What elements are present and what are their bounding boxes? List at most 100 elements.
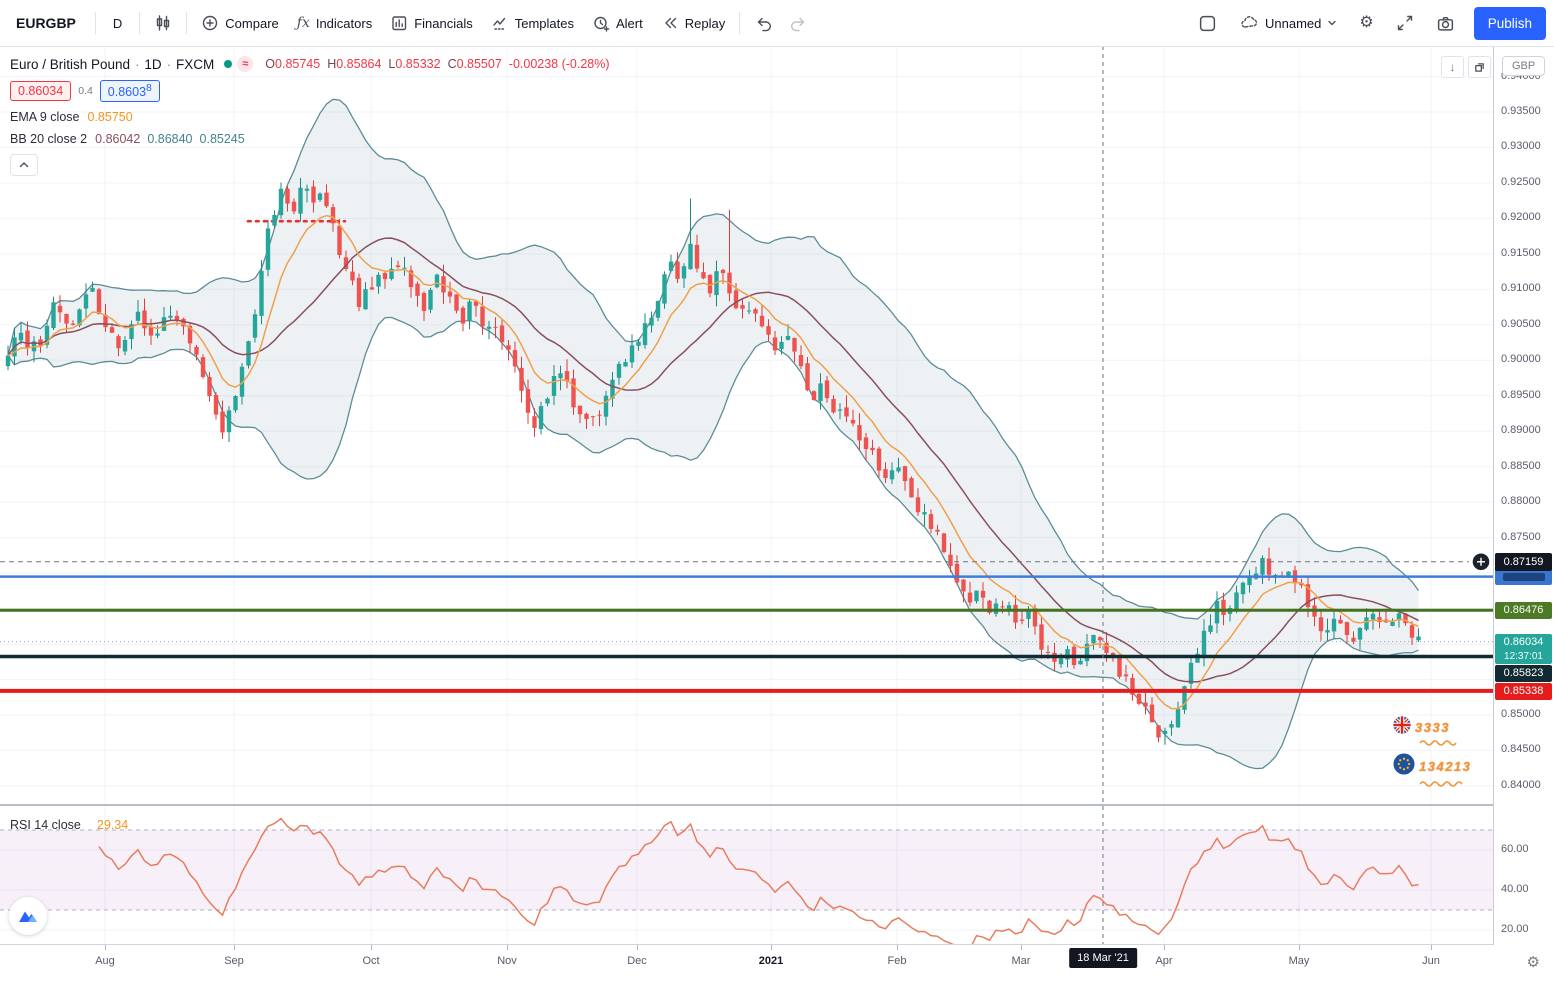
cloud-icon [1239, 14, 1259, 32]
publish-button[interactable]: Publish [1473, 6, 1546, 40]
crosshair-time-label: 18 Mar '21 [1069, 948, 1137, 968]
price-tick: 0.92500 [1501, 175, 1541, 188]
compare-label: Compare [225, 15, 279, 31]
price-tick: 0.93500 [1501, 105, 1541, 117]
rsi-tick: 60.00 [1501, 843, 1529, 855]
time-axis[interactable]: 18 Mar '21 ⚙ Aug Sep Oct Nov Dec 2021 Feb Mar Ap… [0, 945, 1554, 984]
bollinger-band [7, 98, 1420, 770]
maximize-pane-icon[interactable] [1468, 56, 1491, 78]
price-tick: 0.87500 [1501, 530, 1541, 543]
replay-button[interactable]: Replay [652, 8, 734, 38]
time-axis-month: Aug [95, 955, 115, 967]
watermark-number-top: 3333 [1415, 720, 1450, 735]
financials-label: Financials [414, 15, 473, 31]
ema-line [7, 214, 1419, 710]
chart-style-button[interactable] [145, 8, 181, 38]
interval-button[interactable]: D [112, 15, 123, 31]
alert-button[interactable]: Alert [583, 8, 652, 38]
settings-button[interactable]: ⚙ [1350, 9, 1382, 37]
time-axis-month: Mar [1011, 955, 1031, 967]
bid-price-box[interactable]: 0.86034 [10, 81, 72, 102]
price-axis[interactable]: GBP 0.87159 0.86476 0.86034 12:37:01 0.8… [1493, 46, 1554, 984]
watermark-number-bottom: 134213 [1419, 759, 1472, 774]
time-axis-month: Oct [362, 955, 380, 967]
fullscreen-icon [1396, 14, 1414, 32]
time-tick [1431, 945, 1432, 950]
market-status-dot-icon [224, 60, 233, 68]
time-tick [1021, 945, 1022, 950]
time-tick [507, 945, 508, 950]
tradingview-logo[interactable] [9, 897, 47, 935]
financials-button[interactable]: Financials [381, 8, 482, 38]
candles[interactable] [5, 178, 1421, 745]
redo-icon [790, 14, 808, 32]
ask-price-box[interactable]: 0.86038 [99, 80, 160, 103]
toolbar-separator [186, 12, 188, 34]
toolbar-separator [94, 12, 96, 34]
ema-legend-row[interactable]: EMA 9 close 0.85750 [10, 110, 610, 124]
price-tick: 0.89500 [1501, 388, 1541, 401]
time-tick [371, 945, 372, 950]
rsi-pane-chart[interactable] [0, 806, 1493, 944]
templates-button[interactable]: Templates [482, 8, 583, 38]
scroll-to-realtime-icon[interactable]: ↓ [1441, 56, 1464, 78]
ema-value: 0.85750 [87, 110, 133, 125]
time-settings-gear-icon[interactable]: ⚙ [1526, 954, 1540, 971]
rsi-legend-row[interactable]: RSI 14 close 29.34 [10, 818, 128, 832]
cloud-layout-menu[interactable]: Unnamed [1230, 8, 1346, 38]
green-line-price-label: 0.86476 [1495, 601, 1552, 619]
eu-flag-icon [1393, 753, 1415, 780]
undo-button[interactable] [745, 8, 781, 38]
price-tick: 0.91500 [1501, 246, 1541, 259]
rsi-tick: 40.00 [1501, 883, 1529, 895]
fullscreen-button[interactable] [1387, 8, 1423, 38]
price-tick: 0.88500 [1501, 459, 1541, 472]
add-alert-plus-icon[interactable] [1471, 552, 1491, 572]
time-axis-month: Feb [887, 955, 907, 967]
scribble-line [1419, 781, 1463, 787]
layout-name: Unnamed [1265, 15, 1322, 31]
price-tick: 0.92000 [1501, 211, 1541, 224]
symbol-title[interactable]: Euro / British Pound [10, 56, 131, 72]
indicators-button[interactable]: ƒx Indicators [288, 9, 381, 37]
time-tick [637, 945, 638, 950]
bid-ask-row: 0.86034 0.4 0.86038 [10, 80, 610, 103]
camera-icon [1436, 14, 1455, 33]
last-price-label: 0.86034 12:37:01 [1495, 633, 1552, 664]
snapshot-button[interactable] [1427, 8, 1464, 39]
pane-buttons: ↓ [1441, 56, 1491, 78]
time-tick [897, 945, 898, 950]
main-price-chart[interactable] [0, 46, 1493, 804]
legend-exchange[interactable]: FXCM [176, 56, 215, 72]
bb-legend-row[interactable]: BB 20 close 2 0.86042 0.86840 0.85245 [10, 132, 610, 146]
toolbar-right-group: Unnamed ⚙ Publish [1189, 6, 1546, 40]
time-axis-month: May [1288, 955, 1310, 967]
compare-button[interactable]: Compare [192, 8, 287, 38]
pane-divider[interactable] [0, 804, 1554, 806]
time-axis-month: 2021 [758, 955, 784, 967]
watermark-overlay: 3333 134213 [1393, 716, 1508, 808]
price-tick: 0.90000 [1501, 353, 1541, 366]
currency-toggle[interactable]: GBP [1502, 56, 1546, 76]
fx-icon: ƒx [296, 15, 310, 31]
layout-button[interactable] [1189, 8, 1226, 39]
time-tick [234, 945, 235, 950]
redo-button[interactable] [781, 8, 817, 38]
symbol-legend-row[interactable]: Euro / British Pound · 1D · FXCM ≈ O0.85… [10, 56, 610, 72]
legend-separator: · [135, 56, 140, 72]
ema-label: EMA 9 close [10, 110, 80, 125]
price-tick: 0.90500 [1501, 317, 1541, 330]
legend-collapse-button[interactable] [10, 154, 38, 177]
ohlc-item: C0.85507 [447, 57, 502, 71]
compare-plus-icon [201, 14, 219, 32]
undo-icon [754, 14, 772, 32]
ohlc-item: O0.85745 [265, 57, 321, 71]
time-tick [1299, 945, 1300, 950]
uk-flag-icon [1393, 716, 1411, 739]
symbol-button[interactable]: EURGBP [16, 15, 76, 31]
price-tick: 0.85000 [1501, 707, 1541, 720]
time-axis-border [0, 944, 1554, 945]
legend-interval[interactable]: 1D [144, 56, 162, 72]
delayed-data-icon[interactable]: ≈ [237, 56, 254, 72]
red-line-price-label: 0.85338 [1495, 682, 1552, 700]
